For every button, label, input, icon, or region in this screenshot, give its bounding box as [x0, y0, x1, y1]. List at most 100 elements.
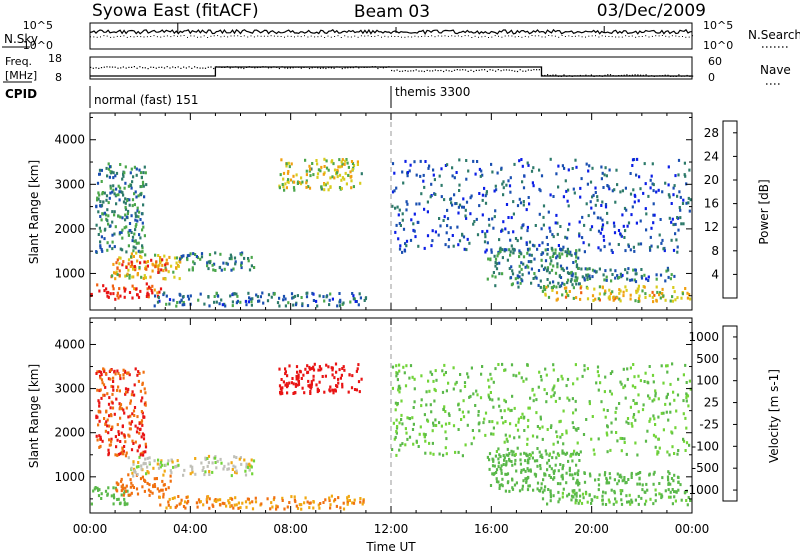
echo-cell: [659, 296, 662, 300]
echo-cell: [131, 204, 134, 208]
echo-cell: [136, 219, 139, 223]
echo-cell: [651, 295, 654, 299]
echo-cell: [127, 184, 130, 188]
echo-cell: [248, 268, 252, 272]
echo-cell: [124, 213, 127, 217]
echo-cell: [614, 410, 617, 414]
echo-cell: [299, 182, 303, 186]
echo-cell: [395, 426, 399, 430]
echo-cell: [579, 450, 582, 454]
echo-cell: [602, 408, 605, 412]
echo-cell: [458, 239, 462, 243]
echo-cell: [449, 197, 453, 201]
echo-cell: [281, 386, 284, 390]
echo-cell: [550, 395, 553, 399]
echo-cell: [555, 172, 558, 176]
echo-cell: [538, 426, 541, 430]
echo-cell: [141, 250, 144, 254]
echo-cell: [606, 221, 609, 225]
echo-cell: [207, 295, 210, 299]
echo-cell: [359, 500, 362, 504]
echo-cell: [685, 489, 688, 493]
echo-cell: [514, 237, 518, 240]
echo-cell: [548, 464, 551, 468]
echo-cell: [230, 504, 233, 508]
echo-cell: [625, 494, 628, 498]
echo-cell: [599, 231, 602, 235]
echo-cell: [599, 216, 602, 220]
echo-cell: [130, 231, 133, 234]
echo-cell: [574, 158, 577, 162]
echo-cell: [119, 403, 123, 407]
echo-cell: [391, 190, 395, 194]
echo-cell: [245, 505, 248, 509]
echo-cell: [340, 178, 343, 182]
echo-cell: [412, 228, 415, 232]
echo-cell: [320, 185, 323, 189]
echo-cell: [594, 186, 597, 190]
echo-cell: [508, 267, 511, 270]
nave-dot: [563, 74, 565, 76]
echo-cell: [135, 167, 138, 171]
echo-cell: [600, 204, 603, 207]
echo-cell: [119, 374, 122, 378]
echo-cell: [116, 273, 119, 277]
freq-label-line1: Freq.: [5, 55, 32, 68]
echo-cell: [562, 451, 565, 455]
echo-cell: [141, 228, 144, 232]
echo-cell: [578, 234, 581, 238]
x-tick-label: 08:00: [273, 522, 308, 536]
nave-dot: [484, 69, 486, 71]
echo-cell: [403, 371, 406, 375]
nave-dot: [385, 66, 387, 68]
echo-cell: [197, 498, 201, 502]
echo-cell: [396, 402, 399, 405]
echo-cell: [331, 297, 334, 301]
echo-cell: [513, 247, 516, 251]
echo-cell: [510, 460, 513, 463]
echo-cell: [563, 286, 567, 290]
echo-cell: [510, 449, 513, 453]
echo-cell: [329, 506, 332, 510]
echo-cell: [687, 496, 690, 499]
echo-cell: [172, 465, 175, 469]
echo-cell: [99, 229, 102, 233]
echo-cell: [573, 279, 576, 283]
echo-cell: [296, 383, 299, 387]
echo-cell: [496, 421, 499, 425]
echo-cell: [400, 418, 403, 421]
echo-cell: [528, 247, 531, 251]
echo-cell: [559, 248, 563, 252]
echo-cell: [163, 291, 166, 295]
echo-cell: [617, 479, 620, 483]
echo-cell: [299, 370, 302, 374]
echo-cell: [685, 201, 688, 205]
echo-cell: [578, 220, 581, 224]
echo-cell: [531, 434, 535, 438]
echo-cell: [137, 379, 140, 383]
echo-cell: [121, 191, 124, 195]
colorbar-tick-label: 100: [696, 374, 719, 388]
echo-cell: [178, 300, 181, 304]
echo-cell: [424, 160, 427, 163]
echo-cell: [685, 426, 688, 430]
echo-cell: [488, 467, 491, 471]
echo-cell: [461, 232, 464, 236]
echo-cell: [490, 377, 493, 381]
echo-cell: [671, 217, 674, 221]
echo-cell: [282, 380, 285, 384]
echo-cell: [546, 266, 550, 270]
echo-cell: [612, 295, 615, 299]
echo-cell: [685, 499, 688, 502]
echo-cell: [544, 248, 547, 252]
echo-cell: [503, 248, 506, 252]
nave-dot: [579, 74, 581, 77]
echo-cell: [305, 169, 308, 173]
echo-cell: [532, 277, 535, 280]
echo-cell: [139, 193, 143, 197]
echo-cell: [127, 258, 131, 262]
echo-cell: [565, 451, 569, 455]
echo-cell: [97, 210, 100, 214]
echo-cell: [475, 389, 478, 393]
nave-dot: [478, 69, 480, 71]
